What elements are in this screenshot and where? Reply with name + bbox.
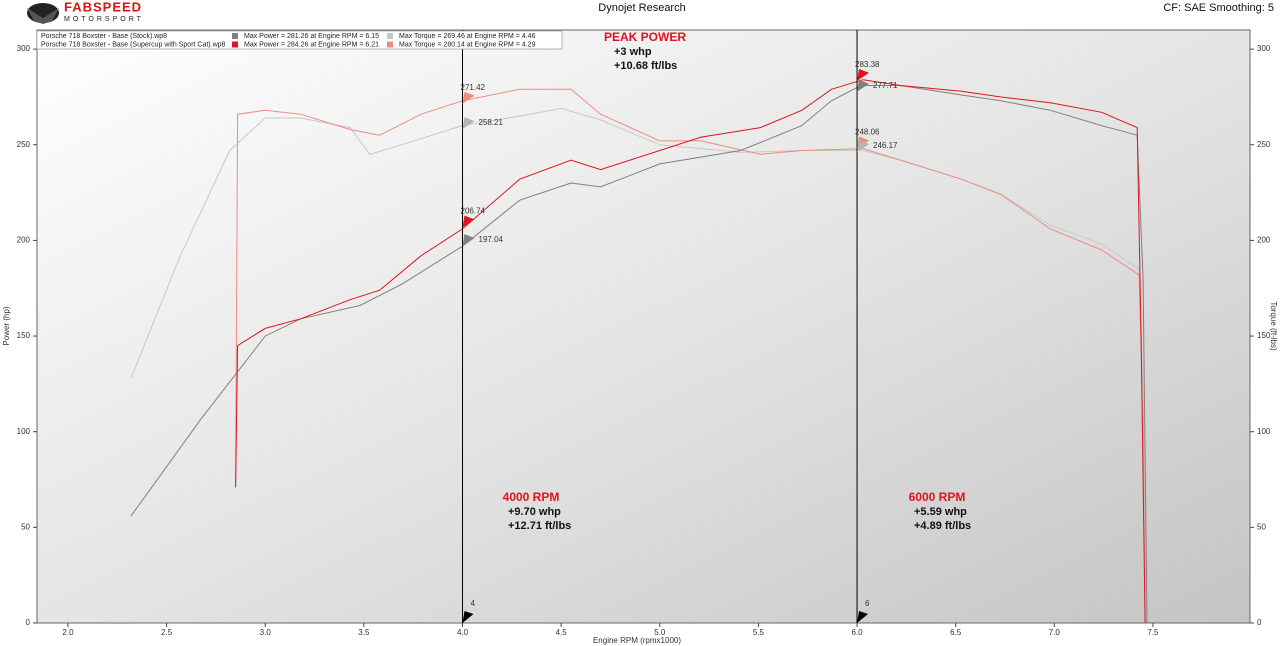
annotation-heading: 4000 RPM [503, 490, 560, 504]
y-tick-label: 200 [17, 236, 31, 245]
marker-label: 277.71 [873, 81, 898, 90]
x-tick-label: 4.5 [556, 628, 568, 637]
y-tick-label: 300 [17, 44, 31, 53]
y-tick-label: 250 [17, 140, 31, 149]
plot-area [36, 29, 1251, 624]
marker [857, 68, 870, 81]
settings-label: CF: SAE Smoothing: 5 [1163, 2, 1274, 14]
y-axis-label: Power (hp) [2, 306, 11, 345]
marker-label: 271.42 [461, 83, 486, 92]
x-tick-label: 6.5 [950, 628, 962, 637]
cursor-marker [462, 611, 474, 623]
legend: Porsche 718 Boxster - Base (Stock).wp8 Ma… [36, 30, 563, 50]
marker [462, 234, 475, 247]
brand: FABSPEED [64, 0, 142, 14]
x-tick-label: 7.5 [1147, 628, 1159, 637]
x-tick-label: 6.0 [851, 628, 863, 637]
brand-sub: MOTORSPORT [64, 16, 144, 23]
legend-power: Max Power = 281.26 at Engine RPM = 6.15 [244, 33, 379, 40]
y2-axis-label: Torque (ft-lbs) [1269, 301, 1278, 351]
y2-tick-label: 50 [1257, 522, 1266, 531]
legend-power: Max Power = 284.26 at Engine RPM = 6.21 [244, 41, 379, 48]
marker-label: 197.04 [479, 235, 504, 244]
chart-title: Dynojet Research [598, 2, 685, 14]
data-line [235, 79, 1146, 624]
legend-swatch [232, 41, 238, 48]
legend-name: Porsche 718 Boxster - Base (Supercup wit… [41, 41, 226, 48]
data-line [130, 85, 1148, 624]
x-axis-label: Engine RPM (rpmx1000) [593, 636, 681, 645]
cursor-marker [857, 611, 869, 623]
x-tick-label: 7.0 [1049, 628, 1061, 637]
marker [462, 117, 475, 130]
annotation-line: +5.59 whp [914, 506, 967, 518]
legend-swatch [232, 33, 238, 39]
x-tick-label: 4.0 [457, 628, 469, 637]
annotation-line: +4.89 ft/lbs [914, 520, 971, 532]
legend-torque: Max Torque = 269.46 at Engine RPM = 4.46 [399, 33, 536, 40]
x-tick-label: 5.0 [654, 628, 666, 637]
annotation-heading: PEAK POWER [604, 30, 686, 44]
y2-tick-label: 150 [1257, 331, 1271, 340]
y2-tick-label: 100 [1257, 427, 1271, 436]
legend-name: Porsche 718 Boxster - Base (Stock).wp8 [41, 33, 167, 40]
data-line [235, 88, 1146, 624]
legend-swatch [387, 33, 393, 39]
marker [857, 140, 870, 153]
legend-swatch [387, 41, 393, 48]
x-tick-label: 2.0 [62, 628, 74, 637]
y2-tick-label: 300 [1257, 44, 1271, 53]
legend-box [36, 30, 563, 50]
annotation-line: +10.68 ft/lbs [614, 60, 677, 72]
y2-tick-label: 0 [1257, 618, 1262, 627]
marker [857, 79, 870, 92]
marker-label: 206.74 [461, 207, 486, 216]
y2-tick-label: 250 [1257, 140, 1271, 149]
marker [462, 91, 475, 104]
y-tick-label: 0 [26, 618, 31, 627]
x-tick-label: 5.5 [753, 628, 765, 637]
legend-torque: Max Torque = 280.14 at Engine RPM = 4.29 [399, 41, 536, 48]
annotation-heading: 6000 RPM [909, 490, 966, 504]
annotation-line: +12.71 ft/lbs [508, 520, 571, 532]
marker [462, 215, 475, 228]
cursor-label: 6 [865, 599, 870, 608]
cursor-label: 4 [471, 599, 476, 608]
logo: FABSPEED MOTORSPORT [27, 0, 144, 24]
x-tick-label: 2.5 [161, 628, 173, 637]
y-tick-label: 150 [17, 331, 31, 340]
marker-label: 246.17 [873, 141, 898, 150]
x-tick-label: 3.0 [260, 628, 272, 637]
annotation-line: +9.70 whp [508, 506, 561, 518]
y-tick-label: 100 [17, 427, 31, 436]
marker-label: 258.21 [479, 118, 504, 127]
marker-label: 283.38 [855, 60, 880, 69]
y2-tick-label: 200 [1257, 236, 1271, 245]
y-tick-label: 50 [21, 522, 30, 531]
data-line [130, 107, 1148, 624]
annotation-line: +3 whp [614, 46, 652, 58]
marker-label: 248.06 [855, 128, 880, 137]
x-tick-label: 3.5 [358, 628, 370, 637]
